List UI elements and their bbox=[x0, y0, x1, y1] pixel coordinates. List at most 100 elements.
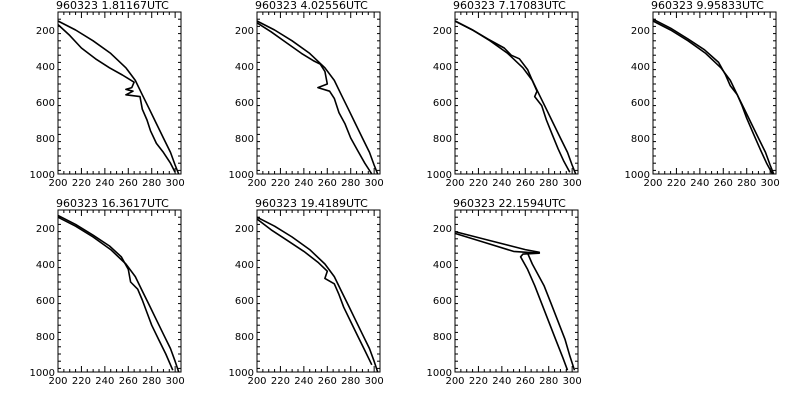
panel-title: 960323 19.4189UTC bbox=[255, 197, 368, 210]
y-tick-label: 1000 bbox=[30, 368, 55, 379]
plot-frame bbox=[256, 209, 381, 373]
series-line-1 bbox=[57, 216, 180, 373]
y-tick-label: 400 bbox=[235, 260, 254, 271]
y-tick-label: 200 bbox=[36, 224, 55, 235]
series-line-2 bbox=[652, 18, 774, 175]
x-tick-label: 220 bbox=[667, 178, 686, 189]
panel-title: 960323 16.3617UTC bbox=[56, 197, 169, 210]
series-line-1 bbox=[256, 216, 379, 373]
x-tick-label: 280 bbox=[142, 178, 161, 189]
series-line-2 bbox=[57, 214, 174, 371]
y-tick-label: 400 bbox=[433, 62, 452, 73]
y-tick-label: 600 bbox=[235, 98, 254, 109]
panel-2: 960323 4.02556UTC 200 220 240 260 280 300 200 40… bbox=[229, 0, 384, 189]
y-tick-label: 1000 bbox=[229, 368, 254, 379]
x-tick-label: 240 bbox=[294, 178, 313, 189]
y-tick-label: 1000 bbox=[229, 170, 254, 181]
x-tick-label: 240 bbox=[492, 376, 511, 387]
series-line-2 bbox=[454, 232, 569, 371]
y-tick-label: 800 bbox=[631, 134, 650, 145]
y-tick-label: 400 bbox=[631, 62, 650, 73]
x-tick-label: 260 bbox=[119, 178, 138, 189]
panel-title: 960323 7.17083UTC bbox=[453, 0, 566, 12]
y-tick-label: 1000 bbox=[427, 170, 452, 181]
panel-3: 960323 7.17083UTC 200 220 240 260 280 300 200 40… bbox=[427, 0, 582, 189]
y-tick-label: 600 bbox=[433, 296, 452, 307]
y-tick-label: 200 bbox=[36, 26, 55, 37]
y-tick-label: 800 bbox=[36, 134, 55, 145]
y-tick-label: 1000 bbox=[427, 368, 452, 379]
x-tick-label: 220 bbox=[271, 178, 290, 189]
series-line-2 bbox=[454, 20, 571, 173]
series-line-1 bbox=[57, 20, 180, 175]
x-tick-label: 280 bbox=[539, 376, 558, 387]
series-line-1 bbox=[652, 20, 775, 175]
x-tick-label: 300 bbox=[365, 178, 384, 189]
x-tick-label: 300 bbox=[563, 376, 582, 387]
series-line-2 bbox=[256, 218, 373, 366]
x-tick-label: 240 bbox=[294, 376, 313, 387]
panel-7: 960323 22.1594UTC 200 220 240 260 280 300 200 40… bbox=[427, 197, 582, 387]
plot-frame bbox=[652, 11, 777, 175]
y-tick-label: 200 bbox=[631, 26, 650, 37]
x-tick-label: 280 bbox=[341, 376, 360, 387]
x-tick-label: 200 bbox=[445, 178, 464, 189]
y-tick-label: 200 bbox=[433, 26, 452, 37]
x-tick-label: 220 bbox=[469, 376, 488, 387]
x-tick-label: 280 bbox=[737, 178, 756, 189]
x-tick-label: 260 bbox=[516, 376, 535, 387]
x-tick-label: 220 bbox=[72, 376, 91, 387]
panel-6: 960323 19.4189UTC 200 220 240 260 280 300 200 40… bbox=[229, 197, 384, 387]
x-tick-label: 240 bbox=[492, 178, 511, 189]
y-tick-label: 1000 bbox=[625, 170, 650, 181]
x-tick-label: 220 bbox=[72, 178, 91, 189]
y-tick-label: 800 bbox=[433, 134, 452, 145]
x-tick-label: 300 bbox=[563, 178, 582, 189]
x-tick-label: 280 bbox=[142, 376, 161, 387]
x-tick-label: 200 bbox=[643, 178, 662, 189]
series-line-1 bbox=[256, 20, 379, 175]
y-tick-label: 400 bbox=[36, 260, 55, 271]
y-tick-label: 400 bbox=[433, 260, 452, 271]
y-tick-label: 600 bbox=[631, 98, 650, 109]
x-tick-label: 280 bbox=[539, 178, 558, 189]
panel-4: 960323 9.95833UTC 200 220 240 260 280 300 200 40… bbox=[625, 0, 780, 189]
y-tick-label: 600 bbox=[36, 296, 55, 307]
x-tick-label: 200 bbox=[247, 178, 266, 189]
x-tick-label: 300 bbox=[166, 178, 185, 189]
y-tick-label: 400 bbox=[36, 62, 55, 73]
x-tick-label: 260 bbox=[714, 178, 733, 189]
plot-frame bbox=[256, 11, 381, 175]
x-tick-label: 240 bbox=[95, 376, 114, 387]
series-line-1 bbox=[454, 20, 577, 175]
panel-1: 960323 1.81167UTC 200 220 240 260 280 300 200 40… bbox=[30, 0, 185, 189]
y-tick-label: 200 bbox=[235, 26, 254, 37]
y-tick-label: 800 bbox=[36, 332, 55, 343]
x-tick-label: 200 bbox=[445, 376, 464, 387]
plot-frame bbox=[57, 209, 182, 373]
series-line-2 bbox=[256, 22, 373, 175]
series-line-1 bbox=[454, 230, 576, 371]
x-tick-label: 220 bbox=[469, 178, 488, 189]
plot-frame bbox=[454, 209, 579, 373]
x-tick-label: 240 bbox=[690, 178, 709, 189]
y-tick-label: 800 bbox=[235, 332, 254, 343]
plot-frame bbox=[57, 11, 182, 175]
x-tick-label: 280 bbox=[341, 178, 360, 189]
panel-title: 960323 22.1594UTC bbox=[453, 197, 566, 210]
x-tick-label: 200 bbox=[247, 376, 266, 387]
x-tick-label: 260 bbox=[318, 178, 337, 189]
x-tick-label: 260 bbox=[516, 178, 535, 189]
series-line-2 bbox=[57, 24, 176, 173]
panel-title: 960323 1.81167UTC bbox=[56, 0, 169, 12]
x-tick-label: 260 bbox=[119, 376, 138, 387]
plot-frame bbox=[454, 11, 579, 175]
y-tick-label: 800 bbox=[235, 134, 254, 145]
y-tick-label: 1000 bbox=[30, 170, 55, 181]
x-tick-label: 220 bbox=[271, 376, 290, 387]
y-tick-label: 600 bbox=[235, 296, 254, 307]
y-tick-label: 600 bbox=[433, 98, 452, 109]
y-tick-label: 600 bbox=[36, 98, 55, 109]
x-tick-label: 260 bbox=[318, 376, 337, 387]
